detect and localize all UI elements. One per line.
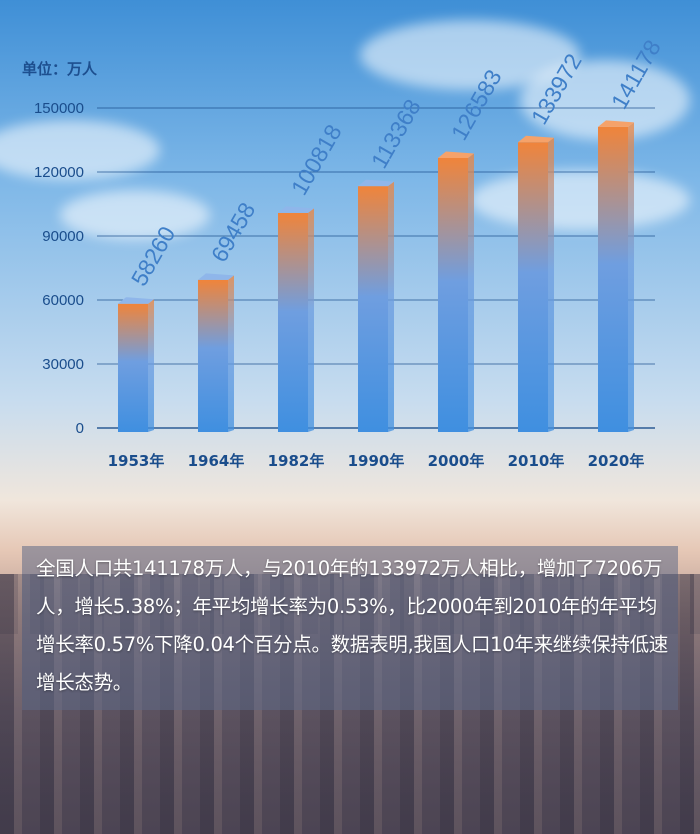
y-tick-label: 30000 [42, 356, 84, 373]
bar-side [148, 299, 154, 432]
summary-box: 全国人口共141178万人，与2010年的133972万人相比，增加了7206万… [22, 546, 678, 710]
bar-top [598, 120, 634, 127]
bar-front [198, 279, 228, 432]
bar-side [468, 153, 474, 432]
cloud [60, 190, 210, 240]
summary-text: 全国人口共141178万人，与2010年的133972万人相比，增加了7206万… [36, 557, 668, 694]
cloud [0, 120, 160, 180]
bar-side [628, 122, 634, 433]
bar-side [228, 275, 234, 432]
bar-front [278, 212, 308, 432]
bar-top [518, 135, 554, 143]
bar [118, 297, 154, 432]
value-label: 126583 [446, 65, 507, 144]
value-label: 100818 [286, 120, 347, 199]
x-tick-label: 2000年 [428, 452, 485, 470]
unit-label: 单位：万人 [22, 60, 98, 78]
bar-side [308, 208, 314, 432]
bar-chart: 0 30000 60000 90000 120000 150000 58260 1953年 6… [34, 35, 666, 470]
bar [278, 206, 314, 432]
bar-front [518, 142, 548, 433]
bar [198, 273, 234, 432]
x-tick-label: 2020年 [588, 452, 645, 470]
bar-front [118, 303, 148, 432]
bar-top [438, 151, 474, 158]
value-label: 58260 [126, 222, 181, 290]
x-tick-label: 1964年 [188, 452, 245, 470]
bar [518, 135, 554, 433]
bar-side [548, 137, 554, 433]
bar-front [358, 186, 388, 432]
x-tick-label: 1990年 [348, 452, 405, 470]
y-tick-label: 120000 [34, 164, 84, 181]
bar [438, 151, 474, 432]
chart-bars [118, 120, 634, 433]
y-tick-label: 90000 [42, 228, 84, 245]
bar [358, 179, 394, 432]
y-tick-label: 0 [76, 420, 84, 437]
bar-top [198, 273, 234, 280]
value-label: 133972 [526, 49, 587, 128]
x-tick-label: 1953年 [108, 452, 165, 470]
x-tick-label: 2010年 [508, 452, 565, 470]
cloud [470, 170, 690, 230]
value-label: 113368 [366, 95, 426, 173]
y-tick-label: 150000 [34, 100, 84, 117]
bar-front [598, 126, 628, 433]
value-label: 141178 [606, 35, 666, 113]
bar [598, 120, 634, 433]
x-tick-label: 1982年 [268, 452, 325, 470]
bar-top [118, 297, 154, 304]
y-tick-label: 60000 [42, 292, 84, 309]
bar-top [278, 206, 314, 213]
bar-top [358, 179, 394, 187]
bar-front [438, 157, 468, 432]
bar-side [388, 181, 394, 432]
value-label: 69458 [206, 198, 261, 266]
